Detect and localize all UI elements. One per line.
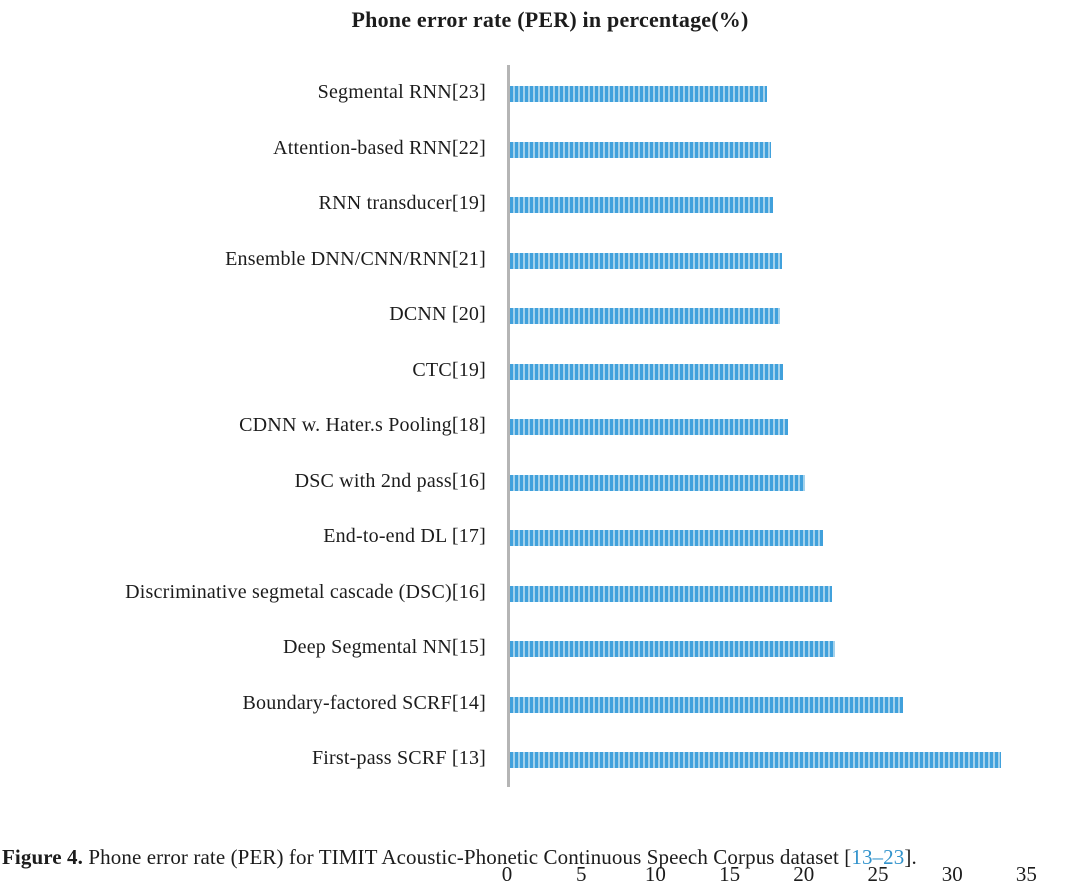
caption-body: Phone error rate (PER) for TIMIT Acousti… — [83, 845, 852, 869]
category-label: First-pass SCRF [13] — [311, 747, 486, 770]
x-tick-label: 20 — [793, 862, 815, 886]
x-tick-label: 15 — [719, 862, 741, 886]
x-tick-label: 35 — [1015, 862, 1037, 886]
bar — [510, 752, 1002, 769]
x-tick-label: 10 — [644, 862, 666, 886]
x-axis: 0 5 10 15 20 25 30 35 — [0, 862, 1080, 896]
caption-figure-label: Figure 4. — [2, 845, 84, 869]
caption-suffix: ]. — [904, 845, 917, 869]
category-label: CDNN w. Hater.s Pooling[18] — [239, 414, 486, 437]
category-label: Discriminative segmetal cascade (DSC)[16… — [125, 580, 486, 603]
bar — [510, 696, 904, 713]
category-label: CTC[19] — [412, 358, 486, 381]
bar — [510, 419, 788, 436]
category-label: Ensemble DNN/CNN/RNN[21] — [225, 247, 486, 270]
bar — [510, 585, 833, 602]
category-label: Boundary-factored SCRF[14] — [242, 691, 486, 714]
bar — [510, 141, 772, 158]
category-label: RNN transducer[19] — [318, 192, 486, 215]
category-label: DSC with 2nd pass[16] — [294, 469, 486, 492]
x-tick-label: 25 — [867, 862, 889, 886]
bar — [510, 308, 781, 325]
x-tick-label: 30 — [941, 862, 963, 886]
plot-area: Segmental RNN[23] Attention-based RNN[22]… — [0, 65, 1080, 886]
y-axis-line — [507, 65, 510, 787]
bar — [510, 197, 773, 214]
category-label: DCNN [20] — [389, 303, 486, 326]
category-label: Deep Segmental NN[15] — [282, 636, 486, 659]
citation-link[interactable]: 13–23 — [851, 845, 905, 869]
x-tick-label: 5 — [575, 862, 587, 886]
chart-title: Phone error rate (PER) in percentage(%) — [351, 7, 749, 32]
x-tick-label: 0 — [501, 862, 513, 886]
category-label: Segmental RNN[23] — [317, 81, 486, 104]
bar — [510, 530, 824, 547]
category-label: End-to-end DL [17] — [323, 525, 486, 548]
figure-caption: Figure 4. Phone error rate (PER) for TIM… — [2, 845, 1078, 870]
bar — [510, 641, 835, 658]
bar — [510, 474, 806, 491]
bar — [510, 252, 782, 269]
category-label: Attention-based RNN[22] — [273, 136, 486, 159]
bar — [510, 363, 784, 380]
bar — [510, 86, 767, 103]
